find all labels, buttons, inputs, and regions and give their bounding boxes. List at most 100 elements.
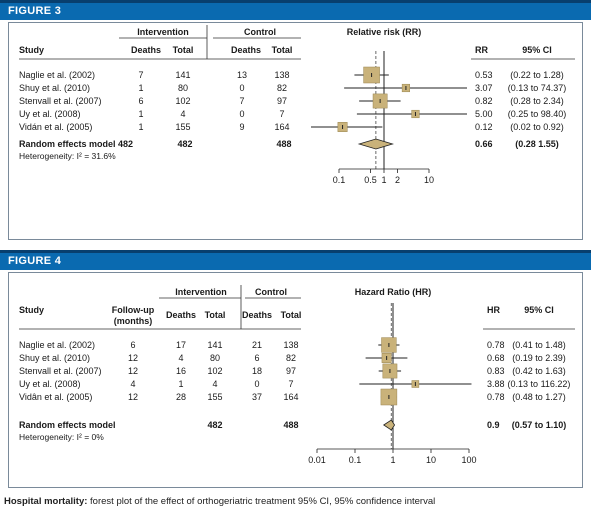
pooled-effect-diamond bbox=[382, 419, 396, 431]
axis-tick-label-0: 0.01 bbox=[308, 455, 326, 465]
figure-caption: Hospital mortality: forest plot of the e… bbox=[4, 496, 435, 507]
study-i_total-4: 155 bbox=[207, 392, 222, 402]
study-i_deaths-3: 1 bbox=[138, 109, 143, 119]
study-estimate-0: 0.78 bbox=[487, 340, 505, 350]
study-i_total-3: 4 bbox=[212, 379, 217, 389]
study-name-2: Stenvall et al. (2007) bbox=[19, 96, 102, 106]
study-c_deaths-2: 18 bbox=[252, 366, 262, 376]
estimate-header: HR bbox=[487, 305, 500, 315]
study-c_total-1: 82 bbox=[286, 353, 296, 363]
pooled-estimate: 0.9 bbox=[487, 420, 500, 430]
heterogeneity-label: Heterogeneity: I² = 0% bbox=[19, 432, 104, 442]
column-header-1: Follow-up bbox=[112, 305, 155, 315]
study-c_total-2: 97 bbox=[277, 96, 287, 106]
group-header-intervention: Intervention bbox=[137, 27, 189, 37]
column-header-4: Total bbox=[205, 310, 226, 320]
axis-tick-label-4: 100 bbox=[461, 455, 476, 465]
study-i_deaths-0: 17 bbox=[176, 340, 186, 350]
study-ci-text-3: (0.25 to 98.40) bbox=[508, 109, 567, 119]
study-c_total-3: 7 bbox=[279, 109, 284, 119]
estimate-header: RR bbox=[475, 45, 488, 55]
study-i_deaths-4: 1 bbox=[138, 122, 143, 132]
study-i_total-1: 80 bbox=[178, 83, 188, 93]
study-i_deaths-2: 16 bbox=[176, 366, 186, 376]
study-i_deaths-2: 6 bbox=[138, 96, 143, 106]
ci-header: 95% CI bbox=[522, 45, 552, 55]
study-estimate-4: 0.78 bbox=[487, 392, 505, 402]
figure-3-title: FIGURE 3 bbox=[8, 5, 62, 17]
study-i_total-4: 155 bbox=[175, 122, 190, 132]
study-estimate-3: 3.88 bbox=[487, 379, 505, 389]
pooled-control-total: 488 bbox=[276, 139, 291, 149]
group-header-intervention: Intervention bbox=[175, 287, 227, 297]
study-name-3: Uy et al. (2008) bbox=[19, 379, 81, 389]
column-header-3: Deaths bbox=[166, 310, 196, 320]
figure-4-panel: FIGURE 4 Intervention Control Hazard Ratio… bbox=[0, 250, 591, 490]
study-ci-text-4: (0.48 to 1.27) bbox=[512, 392, 566, 402]
forest-plot-hr: Intervention Control Hazard Ratio (HR) Stud… bbox=[19, 285, 575, 465]
study-c_total-4: 164 bbox=[274, 122, 289, 132]
study-followup-2: 12 bbox=[128, 366, 138, 376]
caption-lead: Hospital mortality: bbox=[4, 496, 88, 507]
study-name-4: Vidán et al. (2005) bbox=[19, 122, 92, 132]
study-name-1: Shuy et al. (2010) bbox=[19, 83, 90, 93]
study-name-1: Shuy et al. (2010) bbox=[19, 353, 90, 363]
caption-text: forest plot of the effect of orthogeriat… bbox=[87, 496, 436, 507]
study-i_deaths-3: 1 bbox=[178, 379, 183, 389]
pooled-intervention-total: 482 bbox=[207, 420, 222, 430]
axis-tick-label-3: 10 bbox=[426, 455, 436, 465]
study-c_deaths-1: 0 bbox=[239, 83, 244, 93]
ci-header: 95% CI bbox=[524, 305, 554, 315]
study-i_deaths-0: 7 bbox=[138, 70, 143, 80]
effect-axis-title: Relative risk (RR) bbox=[347, 27, 422, 37]
study-i_total-2: 102 bbox=[207, 366, 222, 376]
figure-4-header: FIGURE 4 bbox=[0, 250, 591, 270]
study-c_deaths-4: 37 bbox=[252, 392, 262, 402]
pooled-label: Random effects model bbox=[19, 420, 116, 430]
study-ci-text-4: (0.02 to 0.92) bbox=[510, 122, 564, 132]
study-followup-4: 12 bbox=[128, 392, 138, 402]
study-i_deaths-1: 4 bbox=[178, 353, 183, 363]
column-header-2: Total bbox=[173, 45, 194, 55]
study-c_deaths-1: 6 bbox=[254, 353, 259, 363]
study-estimate-1: 3.07 bbox=[475, 83, 493, 93]
study-ci-text-3: (0.13 to 116.22) bbox=[508, 379, 571, 389]
figure-3-header: FIGURE 3 bbox=[0, 0, 591, 20]
study-followup-0: 6 bbox=[130, 340, 135, 350]
study-i_total-3: 4 bbox=[180, 109, 185, 119]
study-c_total-4: 164 bbox=[283, 392, 298, 402]
study-estimate-4: 0.12 bbox=[475, 122, 493, 132]
study-name-4: Vidân et al. (2005) bbox=[19, 392, 92, 402]
study-c_total-2: 97 bbox=[286, 366, 296, 376]
study-c_deaths-0: 21 bbox=[252, 340, 262, 350]
pooled-effect-diamond bbox=[357, 138, 394, 150]
study-estimate-1: 0.68 bbox=[487, 353, 505, 363]
axis-tick-label-2: 1 bbox=[381, 175, 386, 185]
group-header-control: Control bbox=[255, 287, 287, 297]
pooled-ci-text: (0.57 to 1.10) bbox=[512, 420, 567, 430]
study-followup-1: 12 bbox=[128, 353, 138, 363]
study-name-3: Uy et al. (2008) bbox=[19, 109, 81, 119]
study-estimate-0: 0.53 bbox=[475, 70, 493, 80]
study-c_total-1: 82 bbox=[277, 83, 287, 93]
effect-axis-title: Hazard Ratio (HR) bbox=[355, 287, 432, 297]
study-followup-3: 4 bbox=[130, 379, 135, 389]
study-c_deaths-3: 0 bbox=[254, 379, 259, 389]
figure-3-body: Intervention Control Relative risk (RR) Stu… bbox=[8, 22, 583, 240]
column-header-0: Study bbox=[19, 45, 44, 55]
column-header-1: Deaths bbox=[131, 45, 161, 55]
study-i_deaths-1: 1 bbox=[138, 83, 143, 93]
column-header-4: Total bbox=[272, 45, 293, 55]
axis-tick-label-1: 0.5 bbox=[364, 175, 377, 185]
axis-tick-label-1: 0.1 bbox=[349, 455, 362, 465]
column-header-5: Deaths bbox=[242, 310, 272, 320]
study-name-0: Naglie et al. (2002) bbox=[19, 340, 95, 350]
pooled-intervention-total: 482 bbox=[177, 139, 192, 149]
study-c_total-0: 138 bbox=[283, 340, 298, 350]
study-ci-text-1: (0.19 to 2.39) bbox=[512, 353, 566, 363]
study-c_total-3: 7 bbox=[288, 379, 293, 389]
figure-3-panel: FIGURE 3 Intervention Control Relative ris… bbox=[0, 0, 591, 244]
study-i_total-0: 141 bbox=[207, 340, 222, 350]
study-ci-text-1: (0.13 to 74.37) bbox=[508, 83, 567, 93]
column-header-3: Deaths bbox=[231, 45, 261, 55]
